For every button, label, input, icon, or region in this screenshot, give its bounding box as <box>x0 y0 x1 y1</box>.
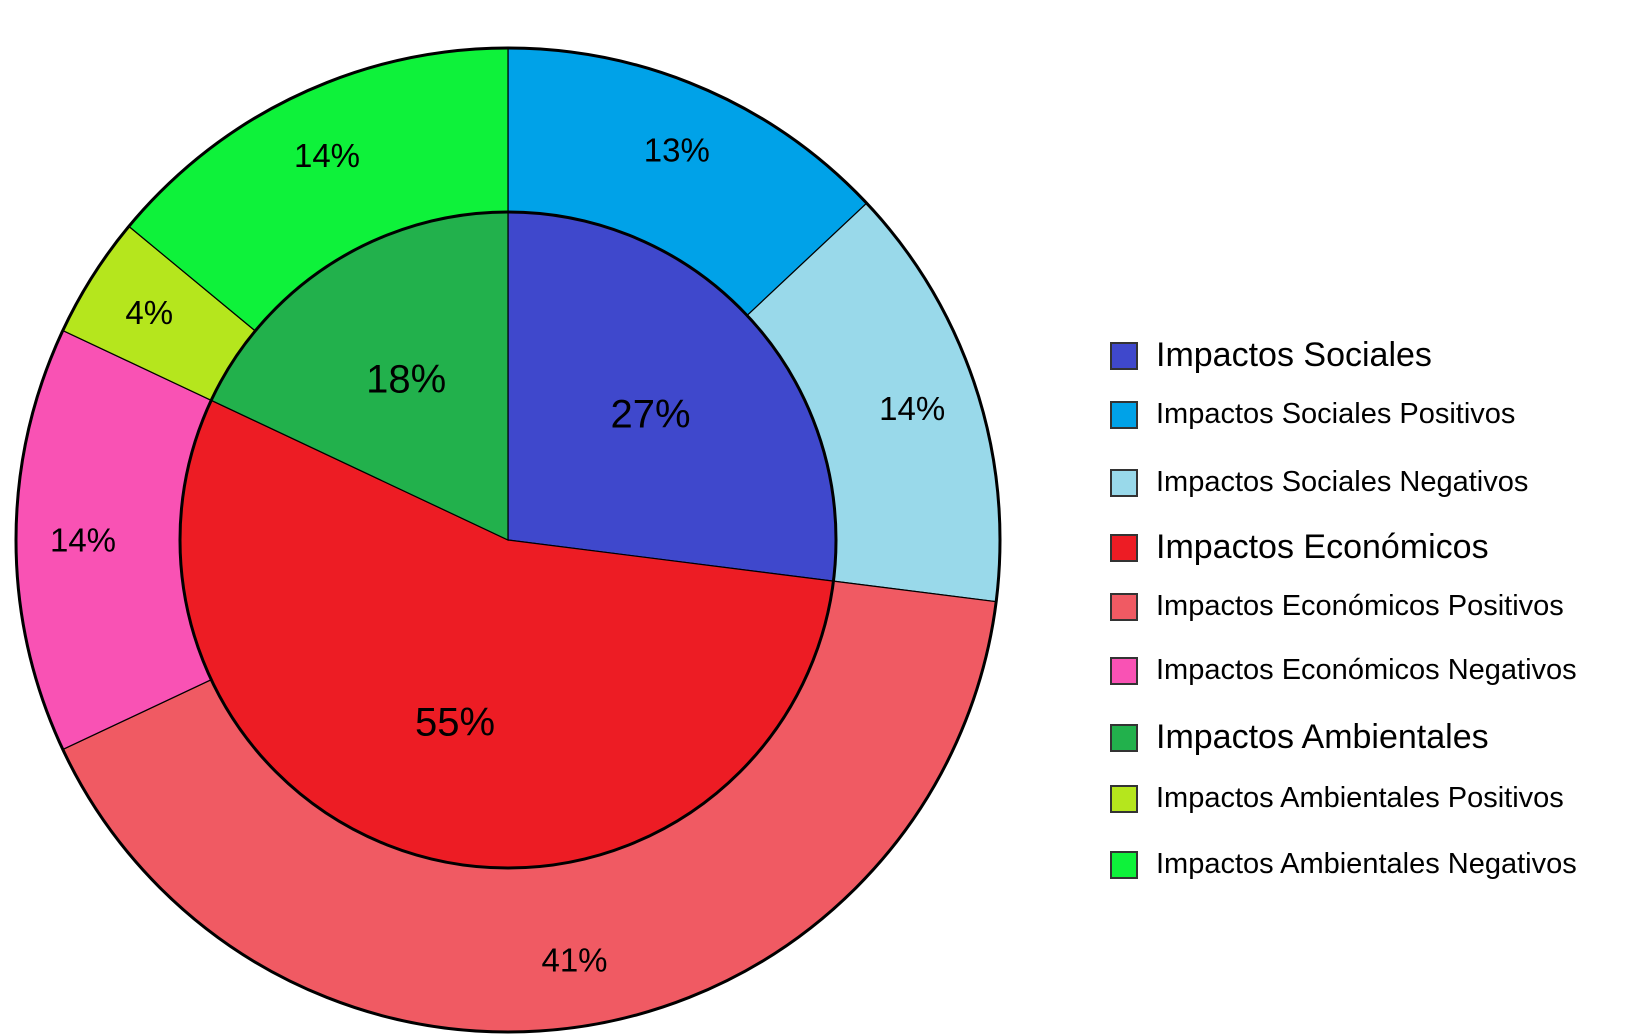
legend-label: Impactos Ambientales Positivos <box>1156 782 1564 814</box>
legend-label: Impactos Sociales <box>1156 336 1432 374</box>
inner-label-impactos-economicos: 55% <box>415 701 495 745</box>
outer-label-impactos-economicos-positivos: 41% <box>541 941 607 978</box>
legend-label: Impactos Sociales Negativos <box>1156 466 1529 498</box>
outer-ring-border <box>14 46 1002 1034</box>
legend-swatch <box>1110 400 1138 429</box>
legend-swatch <box>1110 533 1138 562</box>
inner-ring-labels: 27% 55% 18% <box>366 358 690 745</box>
legend-swatch <box>1110 656 1138 685</box>
legend-swatch <box>1110 341 1138 370</box>
legend-label: Impactos Económicos Positivos <box>1156 590 1564 622</box>
legend-label: Impactos Económicos Negativos <box>1156 654 1577 686</box>
legend-item-impactos-sociales-negativos: Impactos Sociales Negativos <box>1110 466 1528 499</box>
legend-item-impactos-ambientales-positivos: Impactos Ambientales Positivos <box>1110 782 1564 815</box>
legend-item-impactos-ambientales: Impactos Ambientales <box>1110 718 1489 757</box>
inner-ring-border <box>178 210 838 870</box>
legend-item-impactos-economicos: Impactos Económicos <box>1110 528 1489 567</box>
outer-ring-labels: 13% 14% 41% 14% 4% 14% <box>50 132 945 979</box>
legend-swatch <box>1110 468 1138 497</box>
outer-label-impactos-ambientales-positivos: 4% <box>125 294 173 331</box>
outer-label-impactos-sociales-negativos: 14% <box>879 390 945 427</box>
legend-label: Impactos Sociales Positivos <box>1156 398 1516 430</box>
legend-swatch <box>1110 850 1138 879</box>
legend-item-impactos-ambientales-negativos: Impactos Ambientales Negativos <box>1110 848 1577 881</box>
legend-item-impactos-economicos-negativos: Impactos Económicos Negativos <box>1110 654 1577 687</box>
legend-item-impactos-sociales-positivos: Impactos Sociales Positivos <box>1110 398 1515 431</box>
outer-label-impactos-ambientales-negativos: 14% <box>294 137 360 174</box>
legend-item-impactos-sociales: Impactos Sociales <box>1110 336 1432 375</box>
legend-swatch <box>1110 592 1138 621</box>
inner-label-impactos-sociales: 27% <box>610 392 690 436</box>
legend-label: Impactos Económicos <box>1156 528 1489 566</box>
inner-label-impactos-ambientales: 18% <box>366 358 446 402</box>
legend-label: Impactos Ambientales <box>1156 718 1489 756</box>
inner-ring <box>179 211 837 869</box>
legend-swatch <box>1110 784 1138 813</box>
legend-item-impactos-economicos-positivos: Impactos Económicos Positivos <box>1110 590 1564 623</box>
outer-label-impactos-sociales-positivos: 13% <box>644 132 710 169</box>
outer-label-impactos-economicos-negativos: 14% <box>50 522 116 559</box>
legend-swatch <box>1110 723 1138 752</box>
legend-label: Impactos Ambientales Negativos <box>1156 848 1577 880</box>
